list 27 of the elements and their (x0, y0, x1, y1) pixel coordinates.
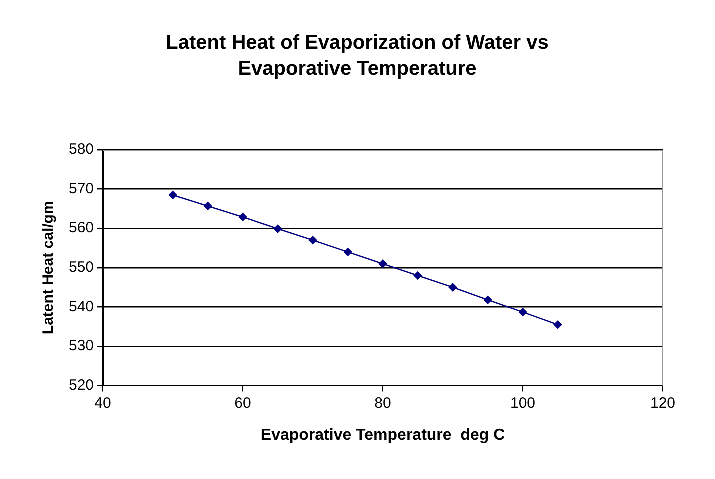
y-tick-label: 570 (68, 180, 94, 198)
y-tick-label: 580 (68, 141, 94, 158)
point (378, 260, 388, 268)
x-tick-label: 80 (374, 394, 392, 412)
point (518, 308, 528, 316)
y-tick-label: 520 (68, 376, 94, 394)
x-axis-title: Evaporative Temperature deg C (260, 426, 506, 444)
y-tick-label: 530 (68, 338, 94, 355)
point (308, 236, 318, 245)
point (344, 248, 352, 256)
x-tick-label: 60 (234, 394, 252, 412)
x-tick-label: 40 (94, 394, 112, 412)
point (274, 224, 282, 234)
y-tick-label: 550 (68, 259, 94, 276)
x-tick-label: 120 (650, 394, 676, 412)
point (414, 272, 422, 280)
y-tick-label: 560 (68, 220, 94, 237)
point (238, 213, 248, 222)
x-tick-label: 100 (510, 394, 536, 412)
point (448, 283, 458, 292)
y-tick-label: 540 (68, 298, 94, 316)
chart-title: Latent Heat of Evaporization of Water vs Evaporative Temperature (165, 31, 550, 82)
point (554, 320, 562, 330)
point (168, 191, 178, 200)
point (484, 296, 492, 304)
point (204, 202, 212, 210)
y-axis-title: Latent Heat cal/gm (40, 201, 58, 335)
